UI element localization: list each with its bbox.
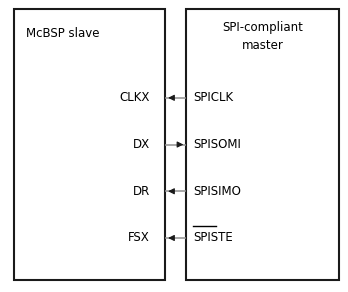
Bar — [14, 9, 165, 280]
Text: McBSP slave: McBSP slave — [26, 27, 100, 40]
Text: SPICLK: SPICLK — [193, 91, 233, 104]
Text: DX: DX — [133, 138, 150, 151]
Text: SPISTE: SPISTE — [193, 232, 233, 244]
Text: CLKX: CLKX — [119, 91, 150, 104]
Text: DR: DR — [132, 185, 150, 198]
Text: SPISIMO: SPISIMO — [193, 185, 241, 198]
Text: SPISOMI: SPISOMI — [193, 138, 241, 151]
Text: SPI-compliant
master: SPI-compliant master — [222, 21, 303, 52]
Bar — [186, 9, 339, 280]
Text: FSX: FSX — [128, 232, 150, 244]
